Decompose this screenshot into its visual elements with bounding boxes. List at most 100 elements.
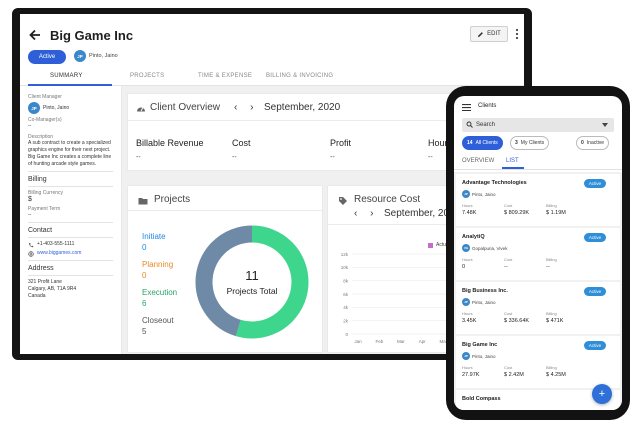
- client-manager: VG Gopalpuria, Vivek: [462, 244, 507, 252]
- search-dropdown[interactable]: Search: [462, 118, 614, 132]
- chevron-down-icon: [602, 123, 608, 127]
- back-arrow-icon[interactable]: [28, 28, 42, 42]
- edit-button-label: EDIT: [487, 31, 501, 37]
- cost-label: Cost: [504, 365, 513, 370]
- billing-value: --: [546, 264, 550, 270]
- address-line: 321 Profit Lane: [28, 279, 62, 285]
- edit-button[interactable]: EDIT: [470, 26, 508, 42]
- billing-value: $ 1.19M: [546, 210, 566, 216]
- website-link[interactable]: www.biggames.com: [37, 250, 82, 256]
- chevron-right-icon[interactable]: ›: [370, 208, 374, 219]
- more-options-icon[interactable]: [514, 27, 520, 41]
- client-name: Big Business Inc.: [462, 288, 508, 294]
- hours-label: Hours: [462, 311, 473, 316]
- chevron-left-icon[interactable]: ‹: [354, 208, 358, 219]
- manager-name: Pinto, Jaino: [472, 299, 496, 305]
- address-heading: Address: [28, 265, 54, 272]
- divider: [28, 222, 113, 223]
- metric-hours-label: Hours: [428, 138, 453, 148]
- chevron-right-icon[interactable]: ›: [250, 102, 254, 113]
- filter-chip-my-clients[interactable]: 3 My Clients: [510, 136, 550, 150]
- cost-value: $ 809.29K: [504, 210, 530, 216]
- billing-label: Billing: [546, 365, 557, 370]
- speedometer-icon: [137, 107, 145, 112]
- hours-value: 7.48K: [462, 210, 477, 216]
- header-manager: JP Pinto, Jaino: [74, 50, 118, 62]
- billing-heading: Billing: [28, 176, 47, 183]
- divider: [28, 171, 113, 172]
- payment-term-label: Payment Term: [28, 206, 61, 212]
- avatar: JP: [462, 298, 470, 306]
- client-name: Bold Compass: [462, 396, 501, 402]
- metric-cost-label: Cost: [232, 138, 251, 148]
- client-card[interactable]: Bold Compass: [456, 390, 620, 410]
- avatar: JP: [462, 190, 470, 198]
- client-name: AnalytiQ: [462, 234, 485, 240]
- client-card[interactable]: Advantage Technologies Active JP Pinto, …: [456, 174, 620, 226]
- folder-icon: [138, 198, 148, 205]
- projects-card: Projects Initiate 0 Planning 0 Execution…: [128, 186, 322, 352]
- metric-billable-revenue-label: Billable Revenue: [136, 138, 204, 148]
- filter-chip-all-clients[interactable]: 14 All Clients: [462, 136, 503, 150]
- hours-value: 0: [462, 264, 466, 270]
- tab-bar: SUMMARY PROJECTS TIME & EXPENSE BILLING …: [20, 70, 524, 86]
- cost-label: Cost: [504, 311, 513, 316]
- search-label: Search: [476, 122, 496, 128]
- client-manager: JP Pinto, Jaino: [462, 190, 496, 198]
- billing-value: $ 4.25M: [546, 372, 566, 378]
- tab-projects[interactable]: PROJECTS: [130, 73, 165, 79]
- legend-planning-label: Planning: [142, 260, 174, 269]
- divider: [28, 237, 113, 238]
- client-name: Big Game Inc: [462, 342, 498, 348]
- add-client-button[interactable]: +: [592, 384, 612, 404]
- avatar: JP: [28, 102, 40, 114]
- contact-phone: +1-403-555-1111: [28, 241, 121, 248]
- billing-currency-value: $: [28, 196, 32, 203]
- address-line: Canada: [28, 293, 46, 299]
- client-card[interactable]: Big Business Inc. Active JP Pinto, Jaino…: [456, 282, 620, 334]
- x-tick-label: Mar: [397, 339, 405, 344]
- metric-hours-value: --: [428, 154, 433, 161]
- billing-label: Billing: [546, 311, 557, 316]
- legend-swatch: [428, 242, 433, 248]
- payment-term-value: --: [28, 212, 32, 218]
- description-text: A sub contract to create a specialized g…: [28, 140, 112, 167]
- x-tick-label: Apr: [419, 339, 427, 344]
- chevron-left-icon[interactable]: ‹: [234, 102, 238, 113]
- filter-chip-inactive[interactable]: 0 Inactive: [576, 136, 610, 150]
- address-line: Calgary, AB, T1A 9R4: [28, 286, 77, 292]
- divider: [454, 169, 622, 170]
- tab-time-expense[interactable]: TIME & EXPENSE: [198, 73, 253, 79]
- client-manager-label: Client Manager: [28, 94, 62, 100]
- projects-total-label: Projects Total: [227, 286, 278, 296]
- divider: [128, 120, 522, 121]
- hours-label: Hours: [462, 203, 473, 208]
- phone-icon: [29, 242, 34, 247]
- mobile-page-title: Clients: [478, 103, 497, 109]
- resource-cost-date: September, 2020: [384, 208, 461, 219]
- hours-value: 3.45K: [462, 318, 477, 324]
- tab-billing-invoicing[interactable]: BILLING & INVOICING: [266, 73, 334, 79]
- co-managers-value: --: [28, 123, 32, 129]
- manager-name: Pinto, Jaino: [472, 191, 496, 197]
- billing-value: $ 471K: [546, 318, 564, 324]
- cost-value: $ 2.42M: [504, 372, 524, 378]
- client-list: Advantage Technologies Active JP Pinto, …: [454, 172, 622, 410]
- y-tick-label: 10k: [341, 265, 349, 270]
- tab-overview[interactable]: OVERVIEW: [462, 158, 495, 164]
- manager-name: Pinto, Jaino: [89, 53, 118, 59]
- client-details-sidebar: Client Manager JP Pinto, Jaino Co-Manage…: [20, 86, 122, 354]
- legend-initiate-label: Initiate: [142, 232, 166, 241]
- tab-summary[interactable]: SUMMARY: [50, 73, 83, 79]
- tab-list[interactable]: LIST: [506, 158, 519, 164]
- mobile-header: Clients Search 14 All Clients 3 My Clien…: [454, 96, 622, 162]
- client-card[interactable]: Big Game Inc Active JP Pinto, Jaino Hour…: [456, 336, 620, 388]
- manager-name: Gopalpuria, Vivek: [472, 245, 508, 251]
- chip-count: 3: [515, 140, 518, 146]
- divider: [128, 210, 322, 211]
- contact-heading: Contact: [28, 227, 53, 234]
- client-name: Advantage Technologies: [462, 180, 527, 186]
- hamburger-menu-icon[interactable]: [462, 104, 471, 111]
- client-overview-title: Client Overview: [150, 102, 221, 113]
- client-card[interactable]: AnalytiQ Active VG Gopalpuria, Vivek Hou…: [456, 228, 620, 280]
